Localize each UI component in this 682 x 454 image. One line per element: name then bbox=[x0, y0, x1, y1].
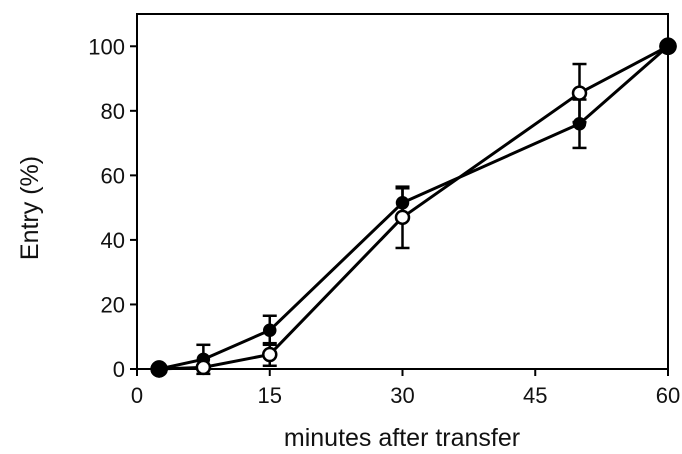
x-axis-label: minutes after transfer bbox=[284, 424, 520, 452]
y-tick-label: 80 bbox=[101, 99, 125, 124]
series-2-markers bbox=[150, 37, 677, 378]
data-point bbox=[395, 196, 410, 210]
data-point bbox=[394, 209, 411, 226]
data-point bbox=[195, 359, 212, 376]
data-point bbox=[659, 37, 677, 56]
x-tick-label: 0 bbox=[131, 383, 143, 408]
series-1-markers bbox=[150, 37, 677, 378]
x-tick-label: 60 bbox=[656, 383, 680, 408]
y-tick-label: 40 bbox=[101, 228, 125, 253]
data-point bbox=[150, 360, 168, 378]
x-tick-label: 30 bbox=[390, 383, 414, 408]
series-line bbox=[159, 44, 669, 371]
data-point bbox=[571, 85, 588, 101]
series-2 bbox=[159, 44, 669, 371]
y-axis-label: Entry (%) bbox=[16, 156, 44, 260]
series-layer bbox=[150, 37, 677, 378]
y-tick-label: 0 bbox=[113, 357, 125, 382]
series-line bbox=[158, 45, 669, 371]
y-tick-label: 100 bbox=[88, 34, 125, 59]
x-tick-label: 45 bbox=[523, 383, 547, 408]
data-point bbox=[262, 346, 278, 363]
data-point bbox=[263, 323, 277, 338]
x-tick-label: 15 bbox=[258, 383, 282, 408]
axes: 0 15 30 45 60 0 20 40 60 80 100 bbox=[88, 13, 680, 408]
data-point bbox=[572, 116, 587, 131]
y-tick-label: 60 bbox=[101, 163, 125, 188]
y-tick-label: 20 bbox=[101, 292, 125, 317]
